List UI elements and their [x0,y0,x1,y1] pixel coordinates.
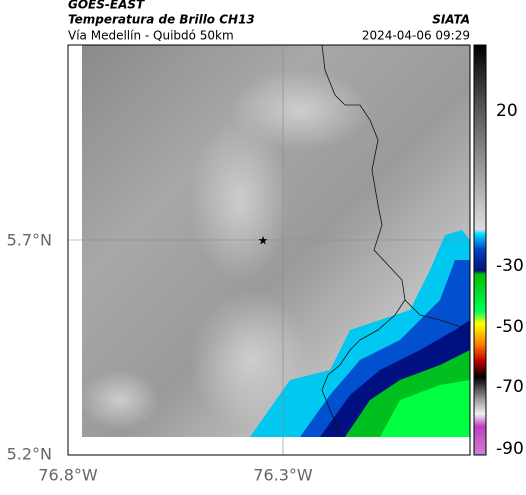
colorbar-tick-label: 20 [496,101,518,121]
borders [321,44,471,438]
colorbar-tick-label: -90 [496,439,524,459]
subtitle: Vía Medellín - Quibdó 50km [68,29,234,43]
colorbar-tick-label: -50 [496,317,524,337]
brand: SIATA [432,13,470,27]
timestamp: 2024-04-06 09:29 [362,29,470,43]
imagery [80,45,470,437]
map-frame [67,44,471,456]
axis-labels: 5.7°N 5.2°N 76.8°W 76.3°W [7,231,313,485]
colorbar-tick-label: -30 [496,256,524,276]
title: Temperatura de Brillo CH13 [68,13,255,27]
colorbar-tick-label: -70 [496,377,524,397]
lat-label: 5.2°N [7,445,52,464]
colorbar [473,44,487,456]
lon-label: 76.8°W [38,466,98,485]
lat-label: 5.7°N [7,231,52,250]
lon-label: 76.3°W [253,466,313,485]
colorbar-ticks: 20 -30 -50 -70 -90 [496,101,524,459]
source: GOES-EAST [68,0,145,12]
location-marker: ★ [258,234,269,248]
